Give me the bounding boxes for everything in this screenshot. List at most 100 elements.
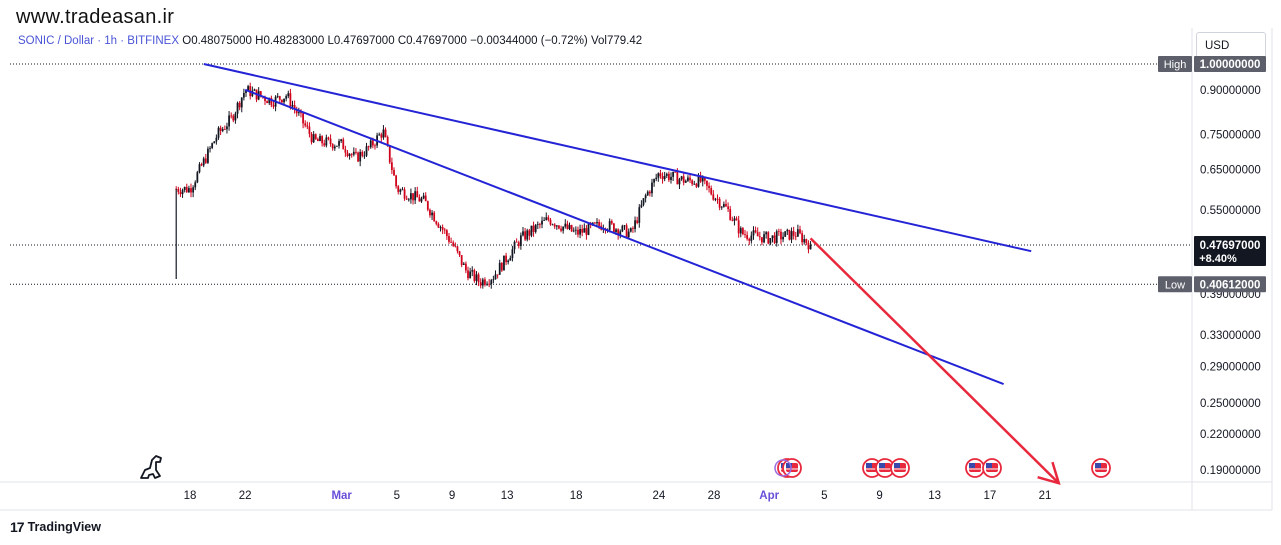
candle-body bbox=[710, 188, 713, 195]
candle-body bbox=[192, 187, 195, 193]
candle-body bbox=[291, 105, 294, 107]
candle-body bbox=[511, 249, 514, 258]
candle-body bbox=[583, 228, 586, 233]
candle-body bbox=[794, 235, 797, 237]
high-value: 1.00000000 bbox=[1200, 59, 1261, 71]
candle-body bbox=[177, 188, 180, 193]
candle-body bbox=[655, 177, 658, 180]
low-value: 0.47697000 bbox=[333, 35, 395, 47]
candle-body bbox=[467, 270, 469, 279]
candle-body bbox=[674, 171, 677, 173]
projection-arrow-head[interactable] bbox=[1037, 461, 1061, 486]
candle-body bbox=[551, 224, 554, 226]
candle-body bbox=[693, 183, 696, 185]
time-tick-label: Apr bbox=[759, 490, 779, 502]
candle-body bbox=[433, 212, 436, 222]
volume-value: 779.42 bbox=[606, 35, 643, 47]
candle-body bbox=[526, 230, 529, 240]
candle-body bbox=[640, 204, 643, 208]
candle-body bbox=[801, 233, 804, 243]
candle-body bbox=[623, 225, 626, 227]
candle-body bbox=[215, 137, 218, 142]
candle-body bbox=[767, 232, 770, 244]
candle-body bbox=[777, 231, 780, 233]
candle-body bbox=[722, 204, 725, 207]
us-flag-event-icon[interactable] bbox=[965, 458, 985, 478]
candle-body bbox=[680, 176, 683, 180]
candle-body bbox=[697, 175, 700, 187]
candle-body bbox=[314, 134, 317, 139]
candle-body bbox=[636, 220, 639, 223]
candle-body bbox=[651, 182, 653, 194]
tradingview-footer[interactable]: 17 TradingView bbox=[10, 519, 101, 535]
candle-body bbox=[775, 231, 778, 244]
candle-body bbox=[490, 280, 493, 285]
candle-body bbox=[500, 262, 503, 271]
candle-body bbox=[242, 92, 245, 98]
trendline-1[interactable] bbox=[203, 63, 1032, 253]
trendline-2[interactable] bbox=[244, 88, 1004, 386]
flag-canton bbox=[879, 463, 885, 468]
candle-body bbox=[403, 189, 406, 199]
candle-body bbox=[355, 151, 357, 153]
candle-body bbox=[667, 173, 670, 180]
candle-body bbox=[672, 171, 675, 177]
candle-body bbox=[352, 151, 355, 155]
us-flag-event-icon[interactable] bbox=[982, 458, 1002, 478]
candle-body bbox=[458, 251, 461, 256]
candle-body bbox=[378, 134, 381, 136]
candle-body bbox=[462, 263, 465, 265]
candle-body bbox=[185, 186, 188, 193]
candle-body bbox=[410, 193, 412, 200]
candle-body bbox=[412, 193, 414, 201]
candle-body bbox=[196, 172, 199, 183]
price-tick-label: 0.29000000 bbox=[1200, 362, 1261, 374]
candle-body bbox=[245, 90, 247, 93]
candle-body bbox=[803, 239, 806, 243]
candle-body bbox=[361, 151, 364, 156]
candle-body bbox=[737, 220, 740, 234]
price-tick-label: 0.25000000 bbox=[1200, 398, 1261, 410]
candle-body bbox=[297, 112, 300, 114]
candle-body bbox=[676, 171, 679, 185]
candle-body bbox=[570, 225, 573, 232]
candle-body bbox=[509, 257, 512, 261]
candle-body bbox=[665, 173, 668, 176]
candle-body bbox=[223, 129, 226, 130]
candle-body bbox=[424, 195, 427, 202]
candle-body bbox=[445, 230, 448, 237]
us-flag-event-icon[interactable] bbox=[890, 458, 910, 478]
symbol-legend[interactable]: SONIC / Dollar · 1h · BITFINEX O0.480750… bbox=[18, 35, 642, 47]
high-label: H bbox=[255, 35, 264, 47]
candle-body bbox=[452, 242, 455, 246]
candle-body bbox=[226, 126, 228, 130]
candle-body bbox=[761, 237, 763, 243]
candle-body bbox=[765, 232, 768, 235]
us-flag-event-icon[interactable] bbox=[782, 458, 802, 478]
projection-arrow-line[interactable] bbox=[809, 237, 1060, 485]
candle-body bbox=[503, 255, 505, 271]
candle-body bbox=[316, 138, 319, 142]
candle-body bbox=[528, 230, 531, 236]
event-ring-icon[interactable] bbox=[774, 459, 792, 477]
candle-body bbox=[585, 228, 588, 235]
candle-body bbox=[524, 231, 527, 240]
candle-body bbox=[515, 241, 518, 243]
time-axis: 18 22 Mar 5 9 13 18 24 28 Apr 5 9 13 17 21 bbox=[184, 490, 1052, 502]
candle-body bbox=[481, 279, 484, 286]
candle-body bbox=[678, 179, 681, 185]
candle-body bbox=[613, 223, 615, 233]
candle-body bbox=[739, 228, 742, 234]
tradingview-logo-icon: 17 bbox=[10, 519, 25, 535]
candle-body bbox=[579, 229, 581, 235]
candle-body bbox=[300, 112, 302, 114]
candle-body bbox=[788, 229, 791, 240]
time-tick-label: 18 bbox=[570, 490, 583, 502]
candle-body bbox=[725, 204, 727, 207]
us-flag-event-icon[interactable] bbox=[1091, 458, 1111, 478]
candle-body bbox=[310, 133, 313, 143]
candle-body bbox=[390, 162, 393, 170]
symbol-title[interactable]: SONIC / Dollar · 1h · BITFINEX bbox=[18, 35, 180, 47]
price-tick-label: 0.65000000 bbox=[1200, 164, 1261, 176]
